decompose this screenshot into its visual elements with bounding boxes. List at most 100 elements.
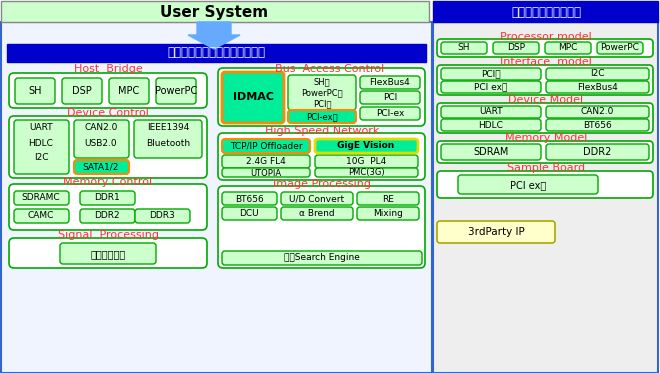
FancyBboxPatch shape [14,191,69,205]
Text: UART: UART [479,107,503,116]
FancyBboxPatch shape [288,110,356,123]
FancyBboxPatch shape [357,192,419,205]
FancyBboxPatch shape [315,139,418,153]
Text: HDLC: HDLC [478,120,504,129]
Text: GigE Vision: GigE Vision [337,141,395,150]
Text: MPC: MPC [558,44,578,53]
Text: Bus  Access Control: Bus Access Control [275,64,385,74]
Text: 2.4G FL4: 2.4G FL4 [246,157,286,166]
FancyBboxPatch shape [218,68,425,126]
Text: DDR2: DDR2 [583,147,611,157]
Text: α Brend: α Brend [299,210,335,219]
FancyBboxPatch shape [218,186,425,268]
Text: PowerPC: PowerPC [155,86,197,96]
Text: CAMC: CAMC [28,211,54,220]
Text: UART: UART [29,123,53,132]
Text: Image Processing: Image Processing [273,179,371,189]
Text: 10G  PL4: 10G PL4 [346,157,386,166]
FancyBboxPatch shape [218,133,425,180]
FancyBboxPatch shape [437,221,555,243]
Text: User System: User System [160,4,268,19]
Text: FlexBus4: FlexBus4 [370,78,411,87]
FancyBboxPatch shape [546,106,649,118]
FancyBboxPatch shape [222,72,284,123]
FancyBboxPatch shape [288,75,356,110]
FancyBboxPatch shape [437,141,653,163]
FancyBboxPatch shape [9,116,207,178]
FancyBboxPatch shape [222,251,422,265]
Text: 検証プラットフォーム: 検証プラットフォーム [511,6,581,19]
FancyBboxPatch shape [437,171,653,198]
FancyBboxPatch shape [14,120,69,174]
Text: I2C: I2C [34,154,48,163]
Text: Processor model: Processor model [500,32,592,42]
Bar [1,22,432,373]
Text: DSP: DSP [72,86,92,96]
FancyBboxPatch shape [441,68,541,80]
Text: DDR3: DDR3 [149,211,175,220]
Text: SH用: SH用 [314,78,330,87]
Text: Signal  Processing: Signal Processing [57,230,158,240]
FancyBboxPatch shape [437,65,653,95]
FancyBboxPatch shape [441,144,541,160]
FancyBboxPatch shape [222,192,277,205]
Polygon shape [188,22,240,49]
FancyBboxPatch shape [222,155,310,168]
FancyBboxPatch shape [441,42,487,54]
Text: PCI: PCI [383,93,397,102]
Text: 共通デザインプラットフォーム: 共通デザインプラットフォーム [167,47,265,60]
FancyBboxPatch shape [134,120,202,158]
FancyBboxPatch shape [441,81,541,93]
FancyBboxPatch shape [437,103,653,133]
FancyBboxPatch shape [109,78,149,104]
FancyBboxPatch shape [9,238,207,268]
Text: USB2.0: USB2.0 [84,138,117,147]
Text: SDRAM: SDRAM [473,147,509,157]
FancyBboxPatch shape [597,42,643,54]
Text: U/D Convert: U/D Convert [290,194,345,204]
Text: CAN2.0: CAN2.0 [580,107,614,116]
Text: PCI用: PCI用 [481,69,501,78]
Text: Device Control: Device Control [67,108,149,118]
Text: PCI ex用: PCI ex用 [475,82,508,91]
FancyBboxPatch shape [546,144,649,160]
FancyBboxPatch shape [281,207,353,220]
Bar [7,44,426,62]
FancyBboxPatch shape [9,184,207,230]
Text: 3rdParty IP: 3rdParty IP [468,227,525,237]
FancyBboxPatch shape [9,73,207,108]
Text: IEEE1394: IEEE1394 [147,123,189,132]
Text: BT656: BT656 [583,120,611,129]
Text: SH: SH [28,86,42,96]
Text: PCI-ex: PCI-ex [376,109,404,118]
FancyBboxPatch shape [360,107,420,120]
Bar [1,1,429,22]
Text: DDR1: DDR1 [94,194,120,203]
FancyBboxPatch shape [315,168,418,177]
FancyBboxPatch shape [360,91,420,104]
Text: Sample Board: Sample Board [507,163,585,173]
Text: UTOPIA: UTOPIA [250,169,282,178]
Text: I2C: I2C [590,69,605,78]
Text: Interface  model: Interface model [500,57,592,67]
Text: FlexBus4: FlexBus4 [577,82,617,91]
FancyBboxPatch shape [441,119,541,131]
FancyBboxPatch shape [441,106,541,118]
Text: CAN2.0: CAN2.0 [84,123,117,132]
FancyBboxPatch shape [14,209,69,223]
Text: 映像Search Engine: 映像Search Engine [284,254,360,263]
Text: IDMAC: IDMAC [232,92,273,102]
Text: HDLC: HDLC [28,138,53,147]
FancyBboxPatch shape [60,243,156,264]
Text: PCI ex用: PCI ex用 [510,180,546,190]
Text: 画像フィルタ: 画像フィルタ [90,249,125,259]
Text: Bluetooth: Bluetooth [146,138,190,147]
Text: Mixing: Mixing [373,210,403,219]
Text: SDRAMC: SDRAMC [22,194,60,203]
FancyBboxPatch shape [437,39,653,57]
FancyBboxPatch shape [545,42,591,54]
Text: MPC: MPC [118,86,140,96]
Bar [433,22,658,373]
FancyBboxPatch shape [15,78,55,104]
Text: Memory Model: Memory Model [505,133,587,143]
